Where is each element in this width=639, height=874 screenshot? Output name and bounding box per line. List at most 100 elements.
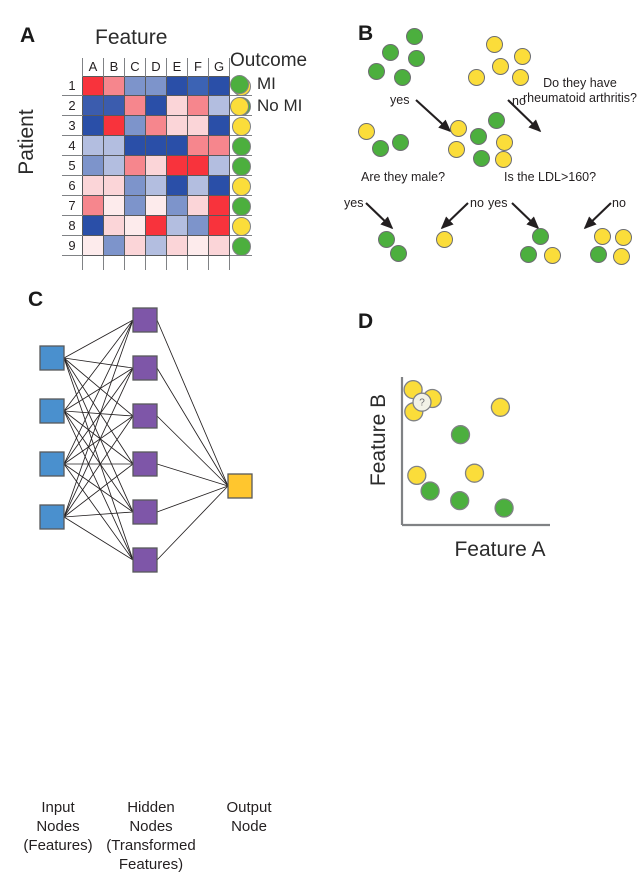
heatmap-bottom-pad (62, 255, 252, 270)
outcome-dot (231, 137, 251, 156)
row-header-patient: 4 (62, 135, 83, 156)
panel-c-letter: C (28, 288, 44, 311)
output-node-label: Output Node (202, 798, 296, 836)
network-edge (63, 367, 134, 518)
heatmap-cell (166, 155, 188, 176)
hidden-node (132, 451, 158, 477)
heatmap-cell (82, 135, 104, 156)
unknown-point-question-mark: ? (419, 398, 425, 409)
heatmap-cell (208, 115, 230, 136)
tree-dot-no-mi (544, 247, 561, 264)
heatmap-row: 5 (62, 155, 252, 176)
heatmap-cell (124, 195, 146, 216)
tree-dot-mi (488, 112, 505, 129)
input-label-line2: Nodes (36, 818, 80, 835)
scatter-point-mi (420, 481, 440, 501)
row-header-patient: 2 (62, 95, 83, 116)
hidden-nodes-label: Hidden Nodes (Transformed Features) (96, 798, 206, 874)
heatmap-cell (103, 195, 125, 216)
panel-d-knn-scatter: D ? Feature A Feature B (340, 295, 639, 610)
heatmap-pad-cell (103, 255, 125, 270)
outcome-dot (231, 157, 251, 176)
tree-dot-mi (473, 150, 490, 167)
network-edge (156, 485, 229, 513)
scatter-point-no-mi (464, 463, 485, 483)
heatmap-cell (124, 115, 146, 136)
tree-dot-no-mi (514, 48, 531, 65)
heatmap-row: 1 (62, 75, 252, 96)
tree-dot-mi (392, 134, 409, 151)
hidden-node (132, 499, 158, 525)
outcome-legend: Outcome MI No MI (230, 50, 307, 116)
tree-dot-mi (520, 246, 537, 263)
network-edge (63, 463, 134, 513)
hidden-label-line2: Nodes (129, 818, 173, 835)
heatmap-cell (166, 75, 188, 96)
heatmap-cell (124, 215, 146, 236)
heatmap-header-row: A B C D E F G (62, 58, 252, 76)
column-header-f: F (187, 58, 209, 76)
column-header-e: E (166, 58, 188, 76)
heatmap-row: 6 (62, 175, 252, 196)
heatmap-row: 4 (62, 135, 252, 156)
network-edge (63, 319, 134, 359)
tree-dot-no-mi (448, 141, 465, 158)
heatmap-cell (82, 75, 104, 96)
heatmap-cell (208, 155, 230, 176)
heatmap-cell (103, 235, 125, 256)
tree-edge-label-root-yes: yes (390, 93, 410, 107)
network-edge (63, 410, 134, 465)
heatmap-row: 7 (62, 195, 252, 216)
column-header-a: A (82, 58, 104, 76)
scatter-points: ? (403, 379, 514, 518)
patient-axis-label: Patient (15, 109, 38, 175)
panel-b-letter: B (358, 22, 374, 45)
tree-dot-mi (368, 63, 385, 80)
tree-dot-no-mi (594, 228, 611, 245)
heatmap-cell (103, 115, 125, 136)
heatmap-cell (166, 115, 188, 136)
heatmap-cell (82, 175, 104, 196)
heatmap-pad-cell (145, 255, 167, 270)
tree-question-root-line1: Do they have rheumatoid arthritis? (523, 76, 637, 105)
input-label-line3: (Features) (23, 837, 93, 854)
heatmap-cell (208, 75, 230, 96)
outcome-dot (231, 117, 251, 136)
tree-dot-mi (408, 50, 425, 67)
heatmap-row: 9 (62, 235, 252, 256)
heatmap-cell (187, 75, 209, 96)
heatmap-cell (208, 235, 230, 256)
network-edge (63, 357, 134, 369)
heatmap-cell (187, 135, 209, 156)
input-node (39, 504, 65, 530)
network-edge (63, 367, 134, 412)
tree-dot-mi (590, 246, 607, 263)
tree-dot-mi (382, 44, 399, 61)
heatmap-cell (82, 235, 104, 256)
heatmap-cell (166, 215, 188, 236)
heatmap-cell (103, 215, 125, 236)
heatmap-cell (187, 175, 209, 196)
decision-tree-arrows (365, 99, 612, 230)
tree-dot-mi (372, 140, 389, 157)
no-mi-legend-dot (230, 96, 249, 116)
hidden-node (132, 355, 158, 381)
network-edge (63, 410, 134, 561)
tree-edge-label-root-no: no (512, 94, 526, 108)
feature-axis-label: Feature (95, 26, 168, 49)
network-edge (156, 319, 229, 487)
tree-dot-mi (470, 128, 487, 145)
heatmap-cell (208, 215, 230, 236)
network-edge (63, 415, 134, 465)
network-edge (63, 511, 134, 518)
tree-edge-label-left-yes: yes (344, 196, 364, 210)
heatmap-cell (145, 115, 167, 136)
tree-edge-label-left-no: no (470, 196, 484, 210)
heatmap-pad-cell (82, 255, 104, 270)
outcome-cell (229, 175, 252, 196)
network-edge (156, 485, 229, 561)
outcome-cell (229, 135, 252, 156)
tree-dot-no-mi (450, 120, 467, 137)
outcome-cell (229, 215, 252, 236)
